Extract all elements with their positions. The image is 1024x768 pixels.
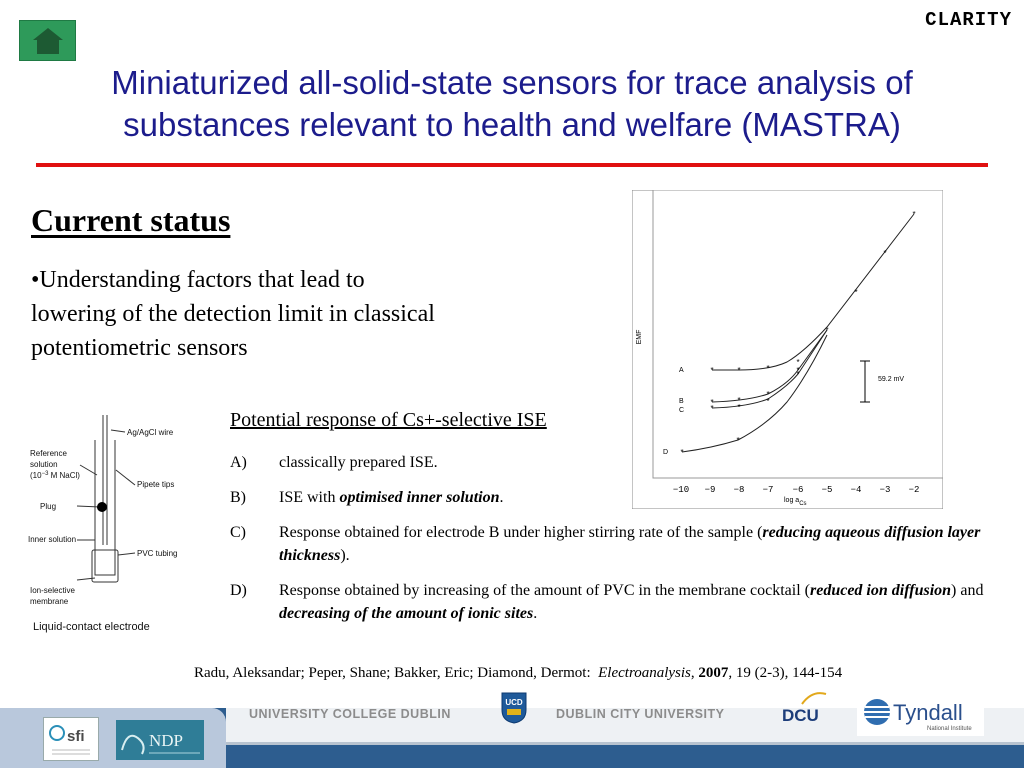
curve-label-b: B — [679, 398, 684, 405]
x-tick: −8 — [734, 485, 745, 495]
scale-bar — [860, 360, 870, 403]
response-curves — [681, 213, 915, 453]
svg-text:*: * — [710, 404, 713, 413]
svg-text:*: * — [737, 403, 740, 412]
list-item: C) Response obtained for electrode B und… — [230, 521, 1015, 567]
svg-text:*: * — [736, 436, 739, 445]
label-plug: Plug — [40, 502, 56, 511]
svg-text:*: * — [766, 390, 769, 399]
svg-text:Tyndall: Tyndall — [893, 700, 963, 725]
emf-graph: EMF A B C D 59.2 mV * * * * * * * * * * * * * * * * *… — [631, 189, 944, 510]
item-text: Response obtained by increasing of the a… — [279, 582, 984, 622]
label-ion-2: membrane — [30, 597, 69, 606]
label-pipete: Pipete tips — [137, 480, 174, 489]
svg-text:*: * — [912, 210, 915, 219]
x-tick: −2 — [909, 485, 920, 495]
label-ion-1: Ion-selective — [30, 586, 75, 595]
x-tick: −3 — [880, 485, 891, 495]
svg-text:*: * — [796, 366, 799, 375]
curve-label-c: C — [679, 407, 684, 414]
item-letter: B) — [230, 489, 246, 506]
label-inner: Inner solution — [28, 535, 76, 544]
label-conc: (10−3 M NaCl) — [30, 471, 80, 480]
curve-label-a: A — [679, 367, 684, 374]
ucd-name: UNIVERSITY COLLEGE DUBLIN — [249, 707, 451, 721]
svg-text:*: * — [737, 396, 740, 405]
svg-text:*: * — [766, 397, 769, 406]
svg-text:*: * — [796, 370, 799, 379]
svg-text:DCU: DCU — [782, 706, 819, 725]
svg-text:*: * — [883, 249, 886, 258]
svg-text:*: * — [854, 288, 857, 297]
response-list: A) classically prepared ISE. B) ISE with… — [230, 451, 1015, 637]
svg-text:*: * — [680, 448, 683, 457]
x-tick: −6 — [793, 485, 804, 495]
svg-text:*: * — [710, 398, 713, 407]
x-tick: −7 — [763, 485, 774, 495]
label-solution: solution — [30, 460, 58, 469]
footer-strip-shade — [226, 742, 1024, 745]
x-tick: −5 — [822, 485, 833, 495]
item-letter: A) — [230, 454, 247, 471]
response-heading: Potential response of Cs+-selective ISE — [230, 409, 547, 431]
list-item: D) Response obtained by increasing of th… — [230, 579, 1015, 625]
electrode-caption: Liquid-contact electrode — [33, 621, 150, 633]
svg-text:*: * — [737, 366, 740, 375]
home-icon — [33, 28, 63, 54]
brand-label: CLARITY — [925, 9, 1012, 31]
sfi-logo: sfi — [43, 717, 99, 761]
ndp-logo: NDP — [116, 720, 204, 760]
citation: Radu, Aleksandar; Peper, Shane; Bakker, … — [194, 665, 843, 681]
svg-text:*: * — [825, 326, 828, 335]
svg-text:UCD: UCD — [505, 698, 523, 707]
item-text: ISE with optimised inner solution. — [279, 489, 504, 506]
title-divider — [36, 163, 988, 167]
item-text: Response obtained for electrode B under … — [279, 524, 981, 564]
home-button[interactable] — [19, 20, 76, 61]
page-title: Miniaturized all-solid-state sensors for… — [20, 62, 1004, 146]
x-tick: −9 — [705, 485, 716, 495]
item-text: classically prepared ISE. — [279, 454, 438, 471]
svg-text:*: * — [710, 366, 713, 375]
svg-text:NDP: NDP — [149, 731, 183, 750]
item-letter: C) — [230, 524, 246, 541]
title-line-1: Miniaturized all-solid-state sensors for… — [111, 64, 913, 101]
x-tick: −4 — [851, 485, 862, 495]
list-item: B) ISE with optimised inner solution. — [230, 486, 1015, 509]
label-reference: Reference — [30, 449, 67, 458]
label-wire: Ag/AgCl wire — [127, 428, 174, 437]
svg-text:National Institute: National Institute — [927, 726, 972, 732]
curve-labels: A B C D — [663, 367, 684, 456]
curve-label-d: D — [663, 449, 668, 456]
svg-text:*: * — [796, 358, 799, 367]
label-pvc: PVC tubing — [137, 549, 177, 558]
status-bullet: •Understanding factors that lead to lowe… — [31, 267, 435, 361]
x-tick-labels: −10 −9 −8 −7 −6 −5 −4 −3 −2 — [673, 485, 920, 495]
item-letter: D) — [230, 582, 247, 599]
data-points: * * ****** * *** * ** *** — [680, 210, 915, 457]
list-item: A) classically prepared ISE. — [230, 451, 1015, 474]
svg-text:*: * — [766, 364, 769, 373]
svg-text:sfi: sfi — [67, 728, 85, 745]
dcu-logo: DCU — [780, 690, 830, 726]
scale-label: 59.2 mV — [878, 376, 904, 383]
x-tick: −10 — [673, 485, 689, 495]
title-line-2: substances relevant to health and welfar… — [123, 106, 901, 143]
dcu-name: DUBLIN CITY UNIVERSITY — [556, 707, 725, 721]
section-heading: Current status — [31, 202, 231, 238]
tyndall-logo: Tyndall National Institute — [857, 690, 984, 736]
y-axis-label: EMF — [636, 330, 643, 345]
x-axis-label: log aCs — [784, 497, 807, 507]
ucd-crest: UCD — [501, 692, 527, 724]
electrode-diagram: Ag/AgCl wire Reference solution (10−3 M … — [25, 410, 225, 638]
